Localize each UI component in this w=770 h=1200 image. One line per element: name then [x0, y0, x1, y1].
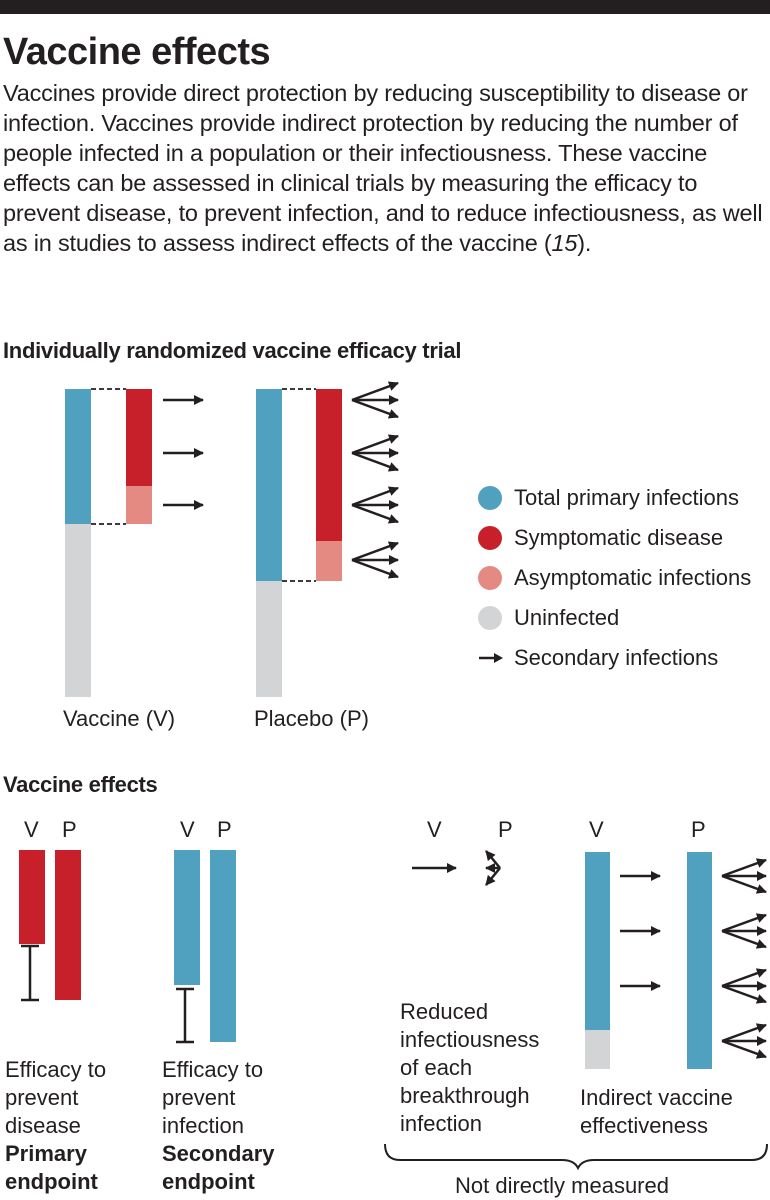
arrow-icon [479, 653, 503, 663]
intro-closing: ). [577, 230, 592, 256]
secondary-endpoint-line-2: endpoint [162, 1169, 256, 1194]
infectiousness-p-label: P [498, 817, 513, 842]
infectiousness-caption-line-2: infectiousness [400, 1027, 539, 1052]
intro-text: Vaccines provide direct protection by re… [3, 80, 763, 256]
indirect-vaccine-infected-bar [585, 852, 610, 1030]
infection-caption-line-3: infection [162, 1113, 244, 1138]
placebo-arm-label: Placebo (P) [254, 706, 369, 731]
legend-item-secondary-infections: Secondary infections [478, 638, 770, 678]
blue-dot-icon [478, 486, 502, 510]
infection-efficacy-panel: V P Efficacy to prevent infection Second… [162, 817, 275, 1194]
not-measured-label: Not directly measured [455, 1173, 669, 1198]
indirect-caption-line-2: effectiveness [580, 1113, 708, 1138]
infection-caption-line-1: Efficacy to [162, 1057, 263, 1082]
infection-difference-bracket [176, 987, 194, 1044]
vaccine-asymptomatic-bar [126, 486, 152, 524]
legend-item-symptomatic-disease: Symptomatic disease [478, 518, 770, 558]
legend-item-uninfected: Uninfected [478, 598, 770, 638]
vaccine-arm: Vaccine (V) [63, 388, 204, 731]
secondary-arrow-fan [351, 486, 399, 524]
placebo-arm: Placebo (P) [254, 381, 399, 731]
legend-label: Total primary infections [514, 485, 739, 510]
indirect-vaccine-arrows [620, 871, 661, 991]
secondary-arrow-fan [351, 434, 399, 472]
secondary-arrow-fan [721, 913, 767, 949]
infection-v-label: V [180, 817, 195, 842]
infectiousness-placebo-arrow-fan [485, 850, 501, 886]
effects-section-title: Vaccine effects [3, 772, 158, 797]
indirect-placebo-bar [687, 852, 712, 1069]
infectiousness-caption-line-5: infection [400, 1111, 482, 1136]
pink-dot-icon [478, 566, 502, 590]
primary-endpoint-line-1: Primary [5, 1141, 88, 1166]
placebo-symptomatic-bar [316, 389, 342, 541]
indirect-p-label: P [691, 817, 706, 842]
disease-caption-line-2: prevent [5, 1085, 78, 1110]
legend-item-asymptomatic-infections: Asymptomatic infections [478, 558, 770, 598]
vaccine-uninfected-bar [65, 524, 91, 697]
brace-line [384, 1143, 768, 1171]
primary-endpoint-line-2: endpoint [5, 1169, 99, 1194]
legend-label: Symptomatic disease [514, 525, 724, 550]
infectiousness-caption-line-4: breakthrough [400, 1083, 530, 1108]
indirect-placebo-arrows [721, 858, 767, 1059]
legend-label: Secondary infections [514, 645, 719, 670]
intro-reference: 15 [551, 230, 578, 256]
disease-p-label: P [62, 817, 77, 842]
secondary-arrow-fan [351, 541, 399, 579]
indirect-vaccine-uninfected-bar [585, 1030, 610, 1069]
placebo-secondary-arrows [351, 381, 399, 579]
infectiousness-caption-line-1: Reduced [400, 999, 488, 1024]
vaccine-secondary-arrows [163, 395, 204, 510]
secondary-endpoint-line-1: Secondary [162, 1141, 275, 1166]
disease-caption-line-1: Efficacy to [5, 1057, 106, 1082]
indirect-caption-line-1: Indirect vaccine [580, 1085, 733, 1110]
placebo-asymptomatic-bar [316, 541, 342, 581]
infectiousness-caption-line-3: of each [400, 1055, 472, 1080]
intro-paragraph: Vaccines provide direct protection by re… [3, 78, 765, 258]
disease-caption-line-3: disease [5, 1113, 81, 1138]
infection-caption-line-2: prevent [162, 1085, 235, 1110]
indirect-v-label: V [589, 817, 604, 842]
infection-placebo-bar [210, 850, 236, 1042]
page-title: Vaccine effects [3, 31, 271, 73]
disease-placebo-bar [55, 850, 81, 1000]
vaccine-symptomatic-bar [126, 389, 152, 486]
secondary-arrow-fan [351, 381, 399, 419]
secondary-arrow-fan [721, 968, 767, 1004]
secondary-arrow-fan [721, 1023, 767, 1059]
placebo-uninfected-bar [256, 581, 282, 697]
legend-label: Uninfected [514, 605, 620, 630]
vaccine-arm-label: Vaccine (V) [63, 706, 175, 731]
indirect-effectiveness-panel: V P Indirect vaccine effectiveness [580, 817, 767, 1138]
vaccine-total-infections-bar [65, 389, 91, 524]
infectiousness-v-label: V [427, 817, 442, 842]
disease-v-label: V [24, 817, 39, 842]
trial-section-title: Individually randomized vaccine efficacy… [3, 338, 462, 363]
gray-dot-icon [478, 606, 502, 630]
legend: Total primary infections Symptomatic dis… [478, 478, 770, 678]
infection-vaccine-bar [174, 850, 200, 985]
not-measured-brace: Not directly measured [384, 1143, 768, 1198]
infectiousness-panel: V P Reduced infectiousness of each break… [400, 817, 539, 1136]
secondary-arrow-fan [721, 858, 767, 894]
red-dot-icon [478, 526, 502, 550]
placebo-total-infections-bar [256, 389, 282, 581]
infection-p-label: P [217, 817, 232, 842]
disease-efficacy-panel: V P Efficacy to prevent disease Primary … [5, 817, 106, 1194]
top-rule [0, 0, 770, 14]
legend-label: Asymptomatic infections [514, 565, 752, 590]
disease-vaccine-bar [19, 850, 45, 944]
legend-item-total-primary-infections: Total primary infections [478, 478, 770, 518]
disease-difference-bracket [21, 944, 39, 1002]
